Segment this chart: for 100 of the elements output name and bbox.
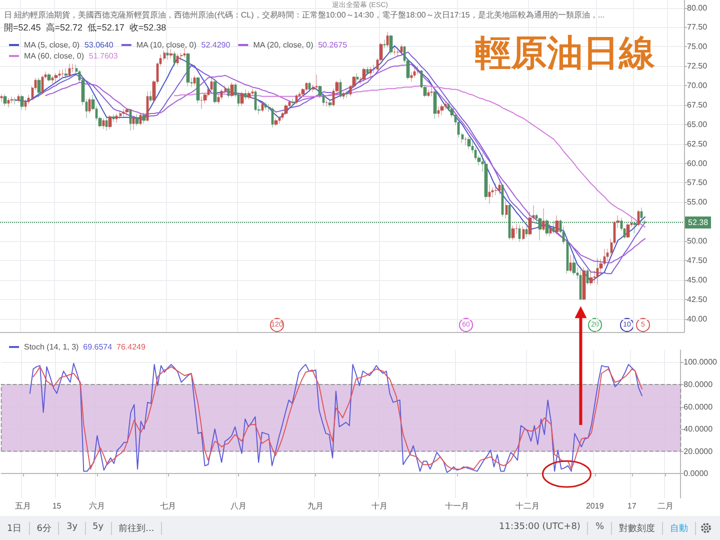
candlestick	[196, 76, 200, 104]
candlestick	[115, 113, 118, 124]
candlestick	[345, 90, 349, 98]
y-tick-label: 40.00	[687, 314, 708, 324]
annotation: 53.0640	[84, 40, 114, 50]
candlestick	[227, 86, 230, 98]
y-tick-label: 50.00	[687, 236, 708, 246]
candlestick	[308, 81, 311, 92]
y-tick-label: 57.50	[687, 178, 708, 188]
y-tick-label: 77.50	[687, 22, 708, 32]
candlestick	[366, 66, 369, 75]
candlestick	[498, 182, 501, 195]
candlestick	[213, 80, 217, 104]
candlestick	[549, 224, 552, 237]
y-tick-label: 47.50	[687, 256, 708, 265]
y-tick-label: 42.50	[687, 294, 708, 304]
text: %	[588, 522, 612, 534]
candlestick	[555, 215, 559, 236]
candlestick	[464, 136, 467, 146]
candlestick	[400, 44, 403, 56]
candlestick	[183, 48, 186, 58]
x-tick-label: 五月	[15, 502, 32, 510]
candlestick	[135, 114, 139, 126]
y-tick-label: 72.50	[687, 62, 708, 71]
candlestick	[339, 79, 342, 98]
text: 對數刻度	[612, 522, 663, 534]
x-tick-label: 十一月	[444, 502, 469, 510]
candlestick	[88, 96, 91, 114]
candlestick	[58, 70, 61, 79]
candlestick	[54, 72, 58, 83]
candlestick	[284, 104, 288, 116]
candlestick	[251, 88, 254, 96]
candlestick	[393, 47, 396, 56]
candlestick	[362, 67, 366, 82]
candlestick	[220, 89, 223, 100]
text: 11:35:00 (UTC+8)	[492, 522, 588, 534]
candlestick	[186, 52, 190, 87]
text: 輕原油日線	[475, 32, 656, 74]
candlestick	[102, 118, 105, 130]
candlestick	[129, 108, 132, 131]
annotation: 76.4249	[116, 342, 146, 352]
candlestick	[383, 39, 386, 48]
legend-label: MA (10, close, 0)	[136, 40, 201, 50]
candlestick	[342, 92, 345, 100]
candlestick	[518, 224, 521, 242]
text: 1日	[0, 522, 30, 534]
candlestick	[637, 210, 640, 226]
x-tick-label: 八月	[230, 502, 246, 510]
ref-line-label: 52.38	[688, 218, 709, 228]
candlestick	[105, 117, 108, 131]
legend-label: Stoch (14, 1, 3)	[24, 342, 84, 352]
candlestick	[325, 100, 328, 107]
y-tick-label: 65.00	[687, 120, 708, 129]
candlestick	[522, 226, 525, 240]
y-tick-label: 80.00	[687, 3, 708, 12]
candlestick	[244, 89, 247, 100]
candlestick	[589, 270, 593, 286]
y-tick-label: 80.0000	[684, 380, 714, 389]
candlestick	[20, 94, 24, 110]
candlestick	[427, 89, 430, 98]
candlestick	[14, 96, 17, 104]
candlestick	[542, 208, 545, 232]
legend-label: MA (20, close, 0)	[253, 40, 318, 50]
candlestick	[122, 108, 125, 117]
candlestick	[271, 107, 274, 128]
x-tick-label: 十二月	[516, 502, 540, 510]
candlestick	[389, 34, 393, 55]
y-tick-label: 75.00	[687, 42, 708, 52]
text: 3y	[59, 522, 86, 534]
y-tick-label: 70.00	[687, 81, 708, 90]
candlestick	[10, 96, 14, 104]
legend-label: MA (5, close, 0)	[24, 40, 84, 50]
candlestick	[230, 82, 234, 98]
candlestick	[240, 92, 244, 106]
y-tick-label: 60.0000	[684, 402, 714, 412]
candlestick	[41, 75, 44, 94]
legend-label: MA (60, close, 0)	[24, 52, 88, 60]
annotation: 51.7603	[88, 52, 118, 60]
y-tick-label: 67.50	[687, 100, 708, 110]
candlestick	[525, 226, 528, 238]
text: 6分	[30, 522, 60, 534]
candlestick	[169, 48, 173, 59]
candlestick	[315, 74, 318, 89]
candlestick	[64, 68, 68, 79]
candlestick	[264, 102, 267, 110]
y-tick-label: 40.0000	[684, 424, 714, 434]
candlestick	[596, 258, 599, 285]
text: 日 紐約輕原油期貨，美國西德克薩斯輕質原油，西德州原油(代碼：CL)，交易時間：正常盤10:00～14:30，電子盤18:00～次日17:15，是北美地區較為通用的一類原油，...	[4, 10, 605, 20]
candlestick	[505, 200, 508, 219]
candlestick	[71, 64, 74, 73]
candlestick	[582, 267, 586, 300]
y-tick-label: 45.00	[687, 275, 708, 284]
candlestick	[274, 118, 278, 126]
candlestick	[569, 254, 572, 272]
x-tick-label: 2019	[586, 502, 604, 510]
y-tick-label: 62.50	[687, 139, 708, 148]
candlestick	[369, 66, 372, 78]
candlestick	[261, 102, 264, 112]
x-tick-label: 17	[627, 502, 637, 510]
candlestick	[291, 98, 295, 107]
